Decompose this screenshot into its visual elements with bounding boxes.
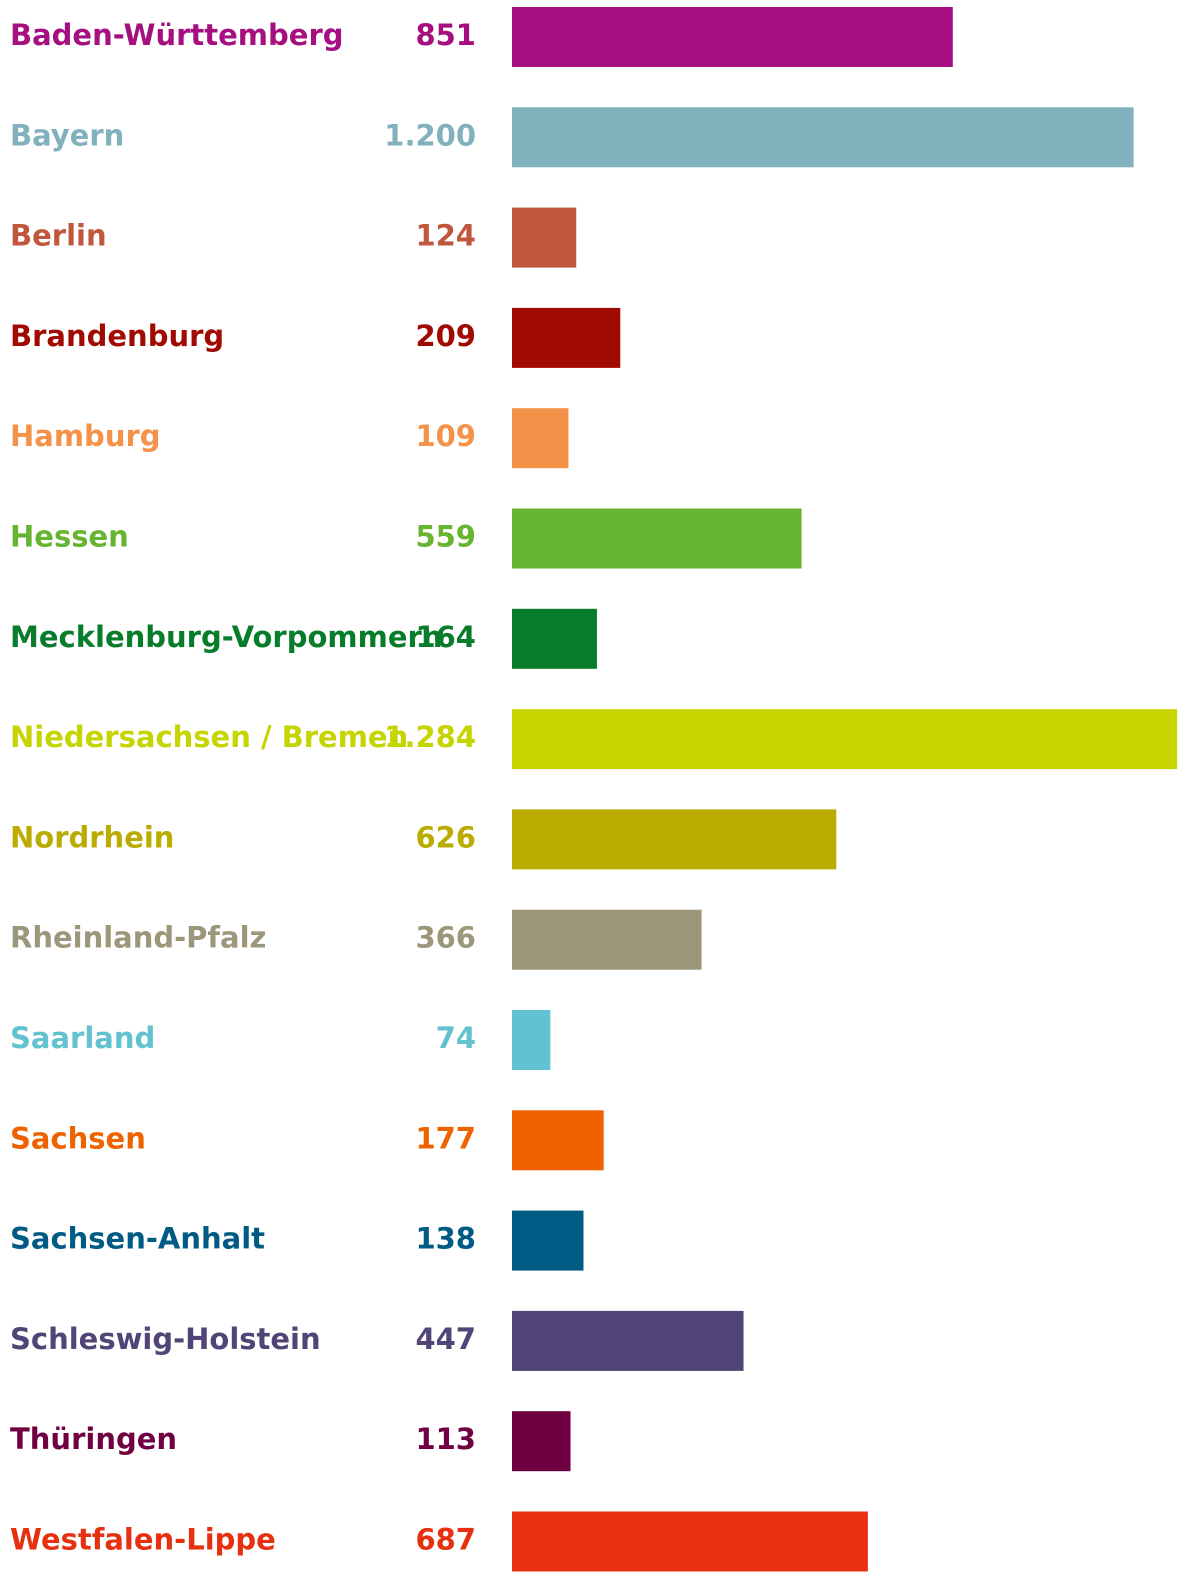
category-label: Hessen (10, 520, 129, 554)
category-label: Nordrhein (10, 820, 174, 854)
bar (512, 7, 953, 67)
value-label: 366 (415, 921, 476, 955)
category-label: Hamburg (10, 419, 161, 453)
value-label: 124 (415, 219, 476, 253)
category-label: Baden-Württemberg (10, 18, 344, 52)
value-label: 851 (415, 18, 476, 52)
value-label: 447 (415, 1322, 476, 1356)
bar (512, 1210, 584, 1271)
bar (512, 408, 569, 469)
value-label: 164 (415, 620, 476, 654)
bar (512, 1110, 604, 1171)
category-label: Brandenburg (10, 319, 224, 353)
category-label: Thüringen (10, 1422, 177, 1456)
category-label: Sachsen (10, 1121, 146, 1155)
value-label: 109 (415, 419, 476, 453)
bar (512, 1310, 744, 1371)
value-label: 113 (415, 1422, 476, 1456)
value-label: 1.284 (384, 720, 476, 754)
bar (512, 709, 1178, 770)
category-label: Rheinland-Pfalz (10, 921, 266, 955)
bar (512, 1411, 571, 1472)
bar (512, 1511, 868, 1572)
category-label: Westfalen-Lippe (10, 1523, 276, 1557)
value-label: 74 (436, 1021, 476, 1055)
category-label: Bayern (10, 118, 124, 152)
bar (512, 1010, 551, 1070)
bar (512, 307, 621, 368)
category-label: Schleswig-Holstein (10, 1322, 321, 1356)
bar (512, 909, 702, 970)
value-label: 209 (415, 319, 476, 353)
bar (512, 508, 802, 569)
value-label: 559 (415, 520, 476, 554)
bar (512, 107, 1134, 168)
category-label: Saarland (10, 1021, 155, 1055)
value-label: 177 (415, 1121, 476, 1155)
bar (512, 809, 837, 870)
value-label: 1.200 (384, 118, 476, 152)
value-label: 626 (415, 820, 476, 854)
value-label: 138 (415, 1222, 476, 1256)
category-label: Mecklenburg-Vorpommern (10, 620, 442, 654)
category-label: Niedersachsen / Bremen (10, 720, 408, 754)
category-label: Sachsen-Anhalt (10, 1222, 265, 1256)
value-label: 687 (415, 1523, 476, 1557)
bar (512, 608, 597, 669)
category-label: Berlin (10, 219, 107, 253)
bar (512, 207, 577, 268)
